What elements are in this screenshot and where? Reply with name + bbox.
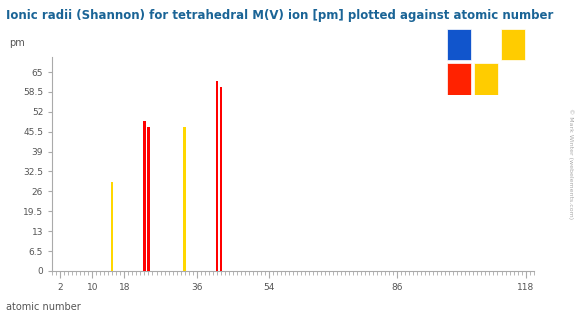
Bar	[447, 29, 471, 60]
Bar	[183, 127, 186, 271]
Bar	[474, 63, 498, 94]
Bar	[447, 63, 471, 94]
Bar	[111, 182, 114, 271]
Text: Ionic radii (Shannon) for tetrahedral M(V) ion [pm] plotted against atomic numbe: Ionic radii (Shannon) for tetrahedral M(…	[6, 9, 553, 22]
Bar	[216, 81, 218, 271]
Bar	[220, 87, 222, 271]
Bar	[143, 121, 146, 271]
Text: atomic number: atomic number	[6, 302, 81, 312]
Bar	[447, 98, 525, 112]
Bar	[147, 127, 150, 271]
Text: pm: pm	[9, 38, 24, 48]
Text: © Mark Winter (webelements.com): © Mark Winter (webelements.com)	[568, 108, 574, 219]
Bar	[501, 29, 525, 60]
